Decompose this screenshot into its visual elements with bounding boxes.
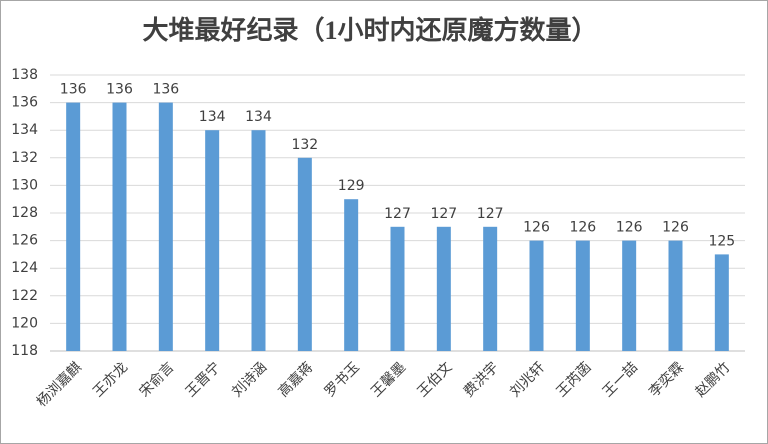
bar xyxy=(483,226,498,351)
value-label: 134 xyxy=(245,109,272,125)
value-label: 126 xyxy=(569,220,596,236)
value-label: 127 xyxy=(384,206,411,222)
bar xyxy=(622,240,637,351)
y-tick-label: 124 xyxy=(11,260,38,276)
bar xyxy=(575,240,590,351)
bar xyxy=(668,240,683,351)
y-tick-label: 126 xyxy=(11,233,38,249)
value-label: 134 xyxy=(199,109,226,125)
y-tick-label: 132 xyxy=(11,150,38,166)
bar xyxy=(66,102,81,351)
bar xyxy=(205,130,220,351)
bar xyxy=(390,226,405,351)
y-tick-label: 134 xyxy=(11,122,38,138)
bar xyxy=(251,130,266,351)
y-tick-label: 118 xyxy=(11,343,38,359)
bar xyxy=(344,199,359,351)
y-tick-label: 130 xyxy=(11,177,38,193)
value-label: 125 xyxy=(708,233,735,249)
value-label: 129 xyxy=(338,178,365,194)
value-label: 136 xyxy=(152,82,179,98)
bar xyxy=(112,102,127,351)
value-label: 126 xyxy=(662,220,689,236)
value-label: 132 xyxy=(291,137,318,153)
value-label: 136 xyxy=(60,82,87,98)
bar xyxy=(436,226,451,351)
bar xyxy=(158,102,173,351)
y-tick-label: 136 xyxy=(11,95,38,111)
y-tick-label: 138 xyxy=(11,67,38,83)
y-tick-label: 120 xyxy=(11,315,38,331)
y-tick-label: 122 xyxy=(11,288,38,304)
value-label: 126 xyxy=(616,220,643,236)
value-label: 136 xyxy=(106,82,133,98)
bar xyxy=(714,254,729,351)
value-label: 127 xyxy=(430,206,457,222)
bar xyxy=(529,240,544,351)
value-label: 126 xyxy=(523,220,550,236)
chart-title: 大堆最好纪录（1小时内还原魔方数量） xyxy=(142,15,597,45)
value-label: 127 xyxy=(477,206,504,222)
bar xyxy=(297,157,312,351)
y-tick-label: 128 xyxy=(11,205,38,221)
